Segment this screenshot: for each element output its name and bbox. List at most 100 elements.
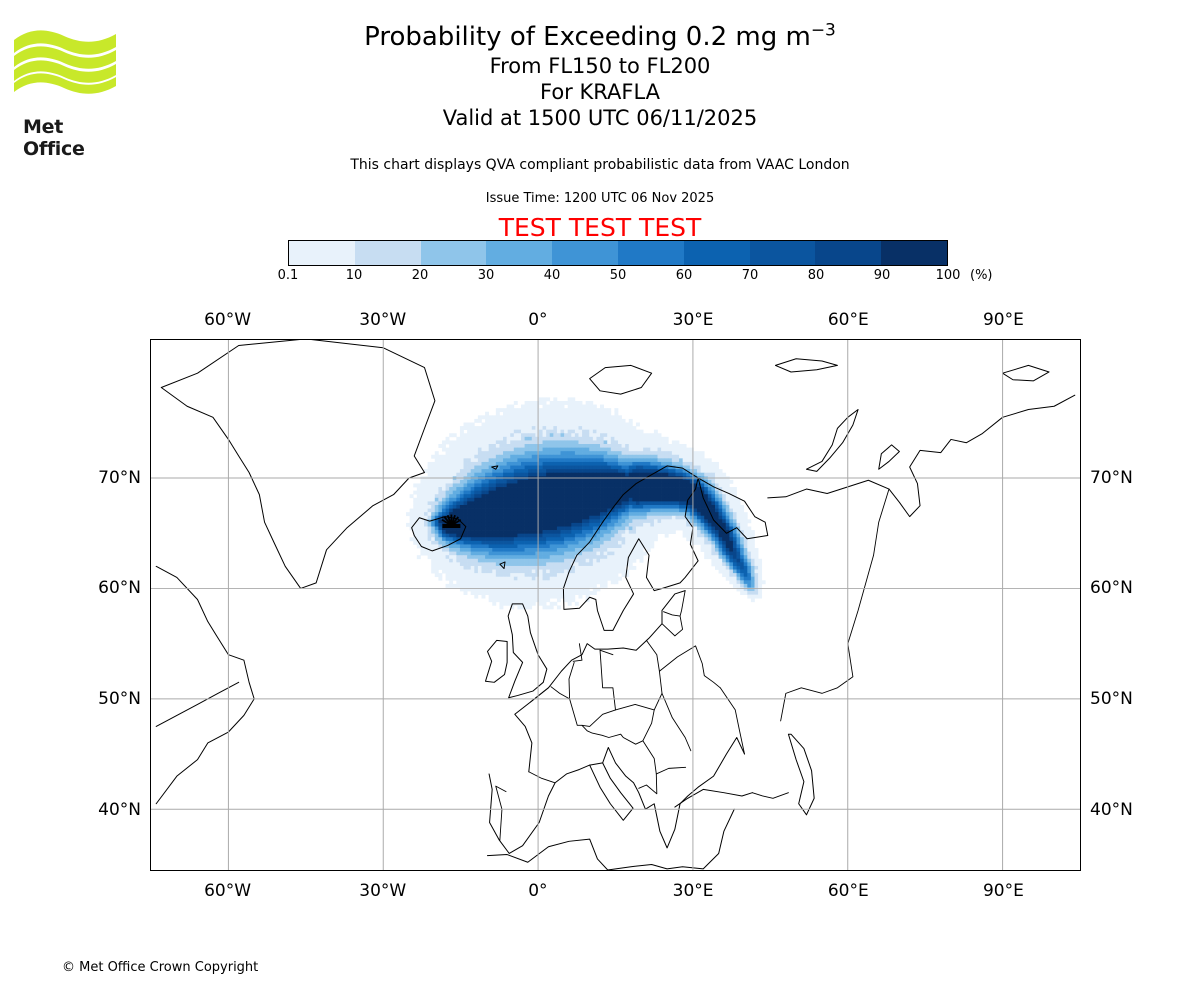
plume-cell <box>556 555 561 560</box>
plume-cell <box>553 576 558 581</box>
plume-cell <box>492 551 497 556</box>
plume-cell <box>416 515 421 520</box>
plume-cell <box>686 512 691 517</box>
plume-cell <box>546 537 551 542</box>
plume-cell <box>531 580 536 585</box>
plume-cell <box>517 415 522 420</box>
plume-cell <box>621 519 626 524</box>
plume-cell <box>531 400 536 405</box>
plume-cell <box>718 558 723 563</box>
plume-cell <box>625 501 630 506</box>
plume-cell <box>621 444 626 448</box>
plume-cell <box>524 558 529 563</box>
plume-cell <box>499 583 504 588</box>
plume-cell <box>758 558 763 563</box>
plume-cell <box>470 551 475 556</box>
plume-cell <box>470 512 475 517</box>
plume-cell <box>535 461 540 466</box>
plume-cell <box>517 497 522 502</box>
map-plot-area[interactable] <box>150 339 1081 871</box>
plume-cell <box>492 544 497 549</box>
plume-cell <box>596 573 601 578</box>
plume-cell <box>643 483 648 488</box>
plume-cell <box>625 447 630 452</box>
plume-cell <box>592 494 597 499</box>
plume-cell <box>556 458 561 463</box>
plume-cell <box>431 555 436 560</box>
plume-cell <box>657 515 662 520</box>
plume-cell <box>510 436 515 441</box>
plume-cell <box>441 537 446 542</box>
plume-cell <box>477 487 482 491</box>
plume-cell <box>463 469 468 474</box>
plume-cell <box>617 530 622 535</box>
plume-cell <box>531 436 536 441</box>
plume-cell <box>553 504 558 509</box>
plume-cell <box>596 451 601 456</box>
plume-cell <box>434 519 439 524</box>
plume-cell <box>582 551 587 556</box>
plume-cell <box>585 522 590 527</box>
plume-cell <box>538 580 543 585</box>
plume-cell <box>592 558 597 563</box>
plume-cell <box>585 565 590 570</box>
plume-cell <box>758 569 763 574</box>
colorbar-band-0.1-10 <box>289 241 355 265</box>
plume-cell <box>467 472 472 477</box>
plume-cell <box>485 537 490 542</box>
plume-cell <box>664 526 669 531</box>
plume-cell <box>427 479 432 484</box>
plume-cell <box>657 465 662 470</box>
plume-cell <box>754 565 759 570</box>
plume-cell <box>470 426 475 431</box>
plume-cell <box>736 573 741 578</box>
plume-cell <box>632 548 637 552</box>
plume-cell <box>729 555 734 560</box>
plume-cell <box>750 580 755 585</box>
plume-cell <box>470 483 475 488</box>
plume-cell <box>578 440 583 445</box>
plume-cell <box>610 573 615 578</box>
plume-cell <box>477 565 482 570</box>
colorbar-tick-60: 60 <box>675 268 693 283</box>
plume-cell <box>732 540 737 545</box>
plume-cell <box>582 519 587 524</box>
plume-cell <box>607 497 612 502</box>
plume-cell <box>438 576 443 581</box>
plume-cell <box>675 494 680 499</box>
plume-cell <box>567 512 572 517</box>
plume-cell <box>718 508 723 513</box>
plume-cell <box>704 479 709 484</box>
plume-cell <box>503 436 507 441</box>
plume-cell <box>495 479 500 484</box>
plume-cell <box>650 487 655 491</box>
plume-cell <box>528 598 533 603</box>
plume-cell <box>646 436 651 441</box>
plume-cell <box>467 565 472 570</box>
plume-cell <box>614 411 619 416</box>
plume-cell <box>470 458 475 463</box>
plume-cell <box>635 504 640 509</box>
plume-cell <box>582 479 587 484</box>
plume-cell <box>574 426 579 431</box>
plume-cell <box>578 530 583 535</box>
plume-cell <box>506 472 511 477</box>
plume-cell <box>711 558 716 563</box>
plume-cell <box>553 544 558 549</box>
plume-cell <box>535 447 540 452</box>
plume-cell <box>521 533 525 538</box>
plume-cell <box>625 522 630 527</box>
plume-cell <box>610 540 615 545</box>
plume-cell <box>441 479 446 484</box>
plume-cell <box>704 461 709 466</box>
plume-cell <box>668 490 673 495</box>
plume-cell <box>582 447 587 452</box>
plume-cell <box>628 465 633 470</box>
plume-cell <box>653 444 658 448</box>
plume-cell <box>538 558 543 563</box>
plume-cell <box>585 404 590 409</box>
plume-cell <box>441 508 446 513</box>
plume-cell <box>503 408 507 413</box>
plume-cell <box>639 440 644 445</box>
plume-cell <box>499 465 504 470</box>
